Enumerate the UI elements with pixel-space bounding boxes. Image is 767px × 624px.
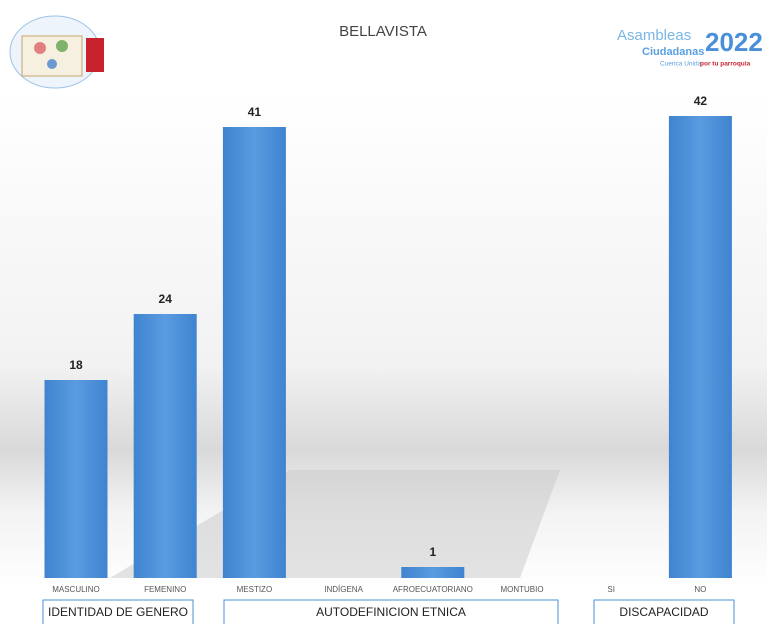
logo-text: Ciudadanas [642,46,704,58]
bar [401,567,465,578]
x-tick-label: AFROECUATORIANO [393,585,473,594]
bar [668,116,732,578]
x-tick-label: SI [607,585,615,594]
x-tick-label: NO [694,585,706,594]
x-tick-label: FEMENINO [144,585,186,594]
group-label: AUTODEFINICION ETNICA [316,605,466,619]
bar [222,127,286,578]
bar [133,314,197,578]
group-label: DISCAPACIDAD [619,605,708,619]
x-tick-label: MONTUBIO [500,585,543,594]
x-tick-label: MESTIZO [237,585,273,594]
data-label: 18 [69,358,83,372]
data-label: 42 [694,94,708,108]
logo-text: Asambleas [617,27,691,44]
data-label: 1 [429,545,436,559]
logo-text: por tu parroquia [700,61,751,68]
group-box [42,599,194,624]
data-label: 24 [159,292,173,306]
logo-text: Cuenca Unida [660,61,702,68]
group-box [223,599,559,624]
group-box [593,599,735,624]
shadow [110,470,560,578]
data-label: 41 [248,105,262,119]
logo-left [9,15,104,89]
x-tick-label: INDÍGENA [324,585,363,594]
x-tick-label: MASCULINO [52,585,100,594]
chart-title: BELLAVISTA [339,23,427,40]
logo-right: Asambleas Ciudadanas 2022 Cuenca Unida p… [617,27,763,68]
group-label: IDENTIDAD DE GENERO [48,605,188,619]
logo-year: 2022 [705,27,763,57]
bar [44,380,108,578]
